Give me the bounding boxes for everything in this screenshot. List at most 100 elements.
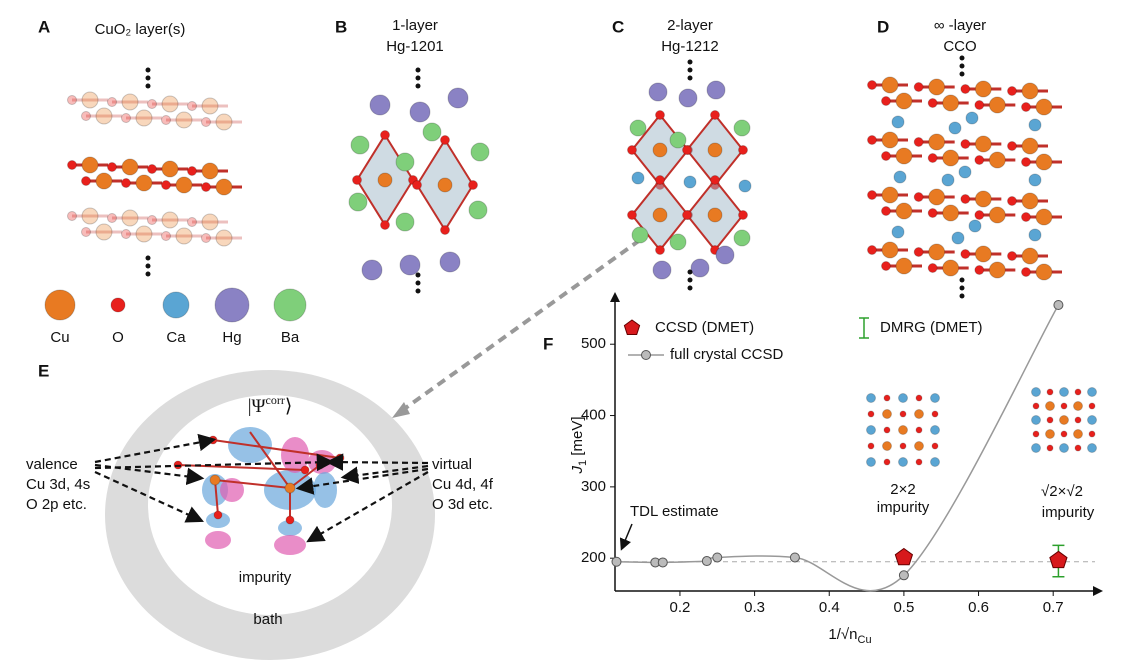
atom xyxy=(931,410,939,418)
atom xyxy=(1073,401,1083,411)
atom xyxy=(135,109,153,127)
atom xyxy=(882,441,892,451)
atom xyxy=(928,78,946,96)
atom xyxy=(948,121,962,135)
atom xyxy=(895,257,913,275)
atom xyxy=(931,442,939,450)
ellipsis-dot xyxy=(415,67,421,73)
atom xyxy=(682,210,692,220)
atom xyxy=(898,393,908,403)
atom xyxy=(1046,416,1054,424)
atom xyxy=(710,175,720,185)
atom xyxy=(215,229,233,247)
atom xyxy=(437,177,453,193)
dashed-arrow xyxy=(340,464,429,484)
atom xyxy=(215,113,233,131)
atom xyxy=(187,101,197,111)
ellipsis-dot xyxy=(415,75,421,81)
atom xyxy=(915,394,923,402)
atom xyxy=(300,465,310,475)
atom xyxy=(893,170,907,184)
atom xyxy=(81,227,91,237)
atom xyxy=(81,111,91,121)
atom xyxy=(121,209,139,227)
atom xyxy=(648,82,668,102)
orbital xyxy=(220,478,244,502)
atom xyxy=(439,251,461,273)
atom xyxy=(1087,387,1097,397)
atom xyxy=(201,182,211,192)
atom xyxy=(899,410,907,418)
label-part: J xyxy=(569,465,586,474)
virtual-label: Cu 4d, 4f xyxy=(432,476,494,493)
x-tick-label: 0.5 xyxy=(893,599,914,616)
atom xyxy=(927,153,938,163)
atom xyxy=(974,155,985,165)
bond xyxy=(214,479,219,516)
atom xyxy=(883,458,891,466)
ellipsis-dot xyxy=(687,269,693,275)
ellipsis-dot xyxy=(145,255,151,261)
atom xyxy=(974,190,992,208)
y-tick-label: 500 xyxy=(581,335,606,352)
atom xyxy=(395,152,415,172)
atom xyxy=(1021,247,1039,265)
atom xyxy=(95,172,113,190)
atom xyxy=(1074,388,1082,396)
atom xyxy=(899,442,907,450)
y-tick-label: 400 xyxy=(581,407,606,424)
atom xyxy=(284,482,296,494)
atom xyxy=(1021,267,1031,277)
atom xyxy=(350,135,370,155)
pentagon xyxy=(1049,550,1068,569)
atom xyxy=(738,210,748,220)
orbital xyxy=(206,512,230,528)
point xyxy=(657,557,668,568)
atom xyxy=(81,207,99,225)
atom xyxy=(273,288,307,322)
x-tick-label: 0.4 xyxy=(819,599,840,616)
atom xyxy=(201,213,219,231)
atom-label: Ca xyxy=(166,329,186,346)
atom xyxy=(348,192,368,212)
atom xyxy=(928,243,946,261)
atom xyxy=(951,231,965,245)
orbital xyxy=(278,520,302,536)
atom xyxy=(974,100,985,110)
atom xyxy=(1035,263,1053,281)
atom xyxy=(930,425,940,435)
atom xyxy=(1059,387,1069,397)
atom xyxy=(627,210,637,220)
atom xyxy=(898,457,908,467)
atom xyxy=(110,297,126,313)
atom xyxy=(1021,212,1031,222)
atom xyxy=(1045,401,1055,411)
atom xyxy=(215,178,233,196)
dashed-arrow xyxy=(295,467,429,495)
atom xyxy=(627,145,637,155)
atom xyxy=(678,88,698,108)
atom xyxy=(682,145,692,155)
atom xyxy=(1060,402,1068,410)
ellipsis-dot xyxy=(687,285,693,291)
atom xyxy=(1045,429,1055,439)
atom xyxy=(707,142,723,158)
valence-label: Cu 3d, 4s xyxy=(26,476,90,493)
state-label: |Ψcorr⟩ xyxy=(248,393,293,418)
atom xyxy=(631,226,649,244)
atom xyxy=(175,227,193,245)
atom xyxy=(1021,137,1039,155)
atom xyxy=(866,425,876,435)
atom xyxy=(913,247,924,257)
pentagon xyxy=(894,547,914,566)
atom xyxy=(121,178,131,188)
atom xyxy=(1046,444,1054,452)
atom xyxy=(361,259,383,281)
atom xyxy=(1088,430,1096,438)
panel-letter: D xyxy=(877,17,889,36)
atom xyxy=(928,188,946,206)
x-tick-label: 0.2 xyxy=(670,599,691,616)
atom xyxy=(1059,415,1069,425)
label-part: 1/√n xyxy=(828,626,857,643)
bath-label: bath xyxy=(253,611,282,628)
